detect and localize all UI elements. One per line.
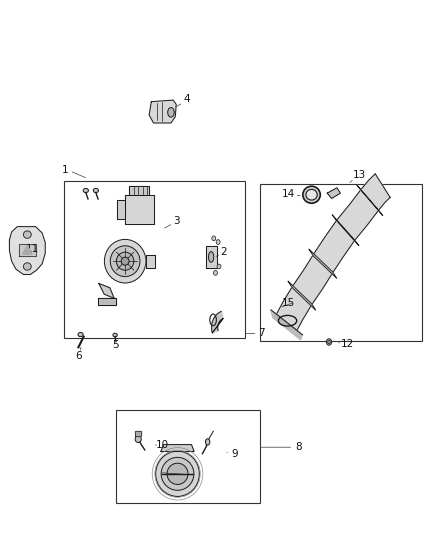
Text: 10: 10 <box>155 440 169 450</box>
Ellipse shape <box>23 231 31 238</box>
Ellipse shape <box>23 263 31 270</box>
Polygon shape <box>309 249 337 278</box>
Text: 2: 2 <box>220 247 227 256</box>
Polygon shape <box>357 184 383 216</box>
Polygon shape <box>10 227 45 274</box>
Text: 15: 15 <box>282 297 296 308</box>
Bar <box>261 184 422 341</box>
Polygon shape <box>276 174 390 330</box>
Ellipse shape <box>168 108 174 117</box>
Text: 6: 6 <box>75 351 82 361</box>
Bar <box>117 410 261 503</box>
Ellipse shape <box>216 240 220 245</box>
Text: 3: 3 <box>173 216 180 227</box>
Polygon shape <box>149 100 176 123</box>
Ellipse shape <box>104 239 146 283</box>
Ellipse shape <box>83 188 88 192</box>
Polygon shape <box>327 188 340 198</box>
Ellipse shape <box>303 186 320 203</box>
Text: 13: 13 <box>353 170 366 180</box>
Polygon shape <box>19 244 35 256</box>
Polygon shape <box>98 298 117 305</box>
Polygon shape <box>161 445 194 451</box>
Ellipse shape <box>326 339 332 345</box>
Text: 5: 5 <box>112 340 118 350</box>
Ellipse shape <box>78 333 83 337</box>
Ellipse shape <box>117 252 134 270</box>
Polygon shape <box>332 215 359 246</box>
Ellipse shape <box>205 439 210 445</box>
Text: 9: 9 <box>231 449 237 458</box>
Ellipse shape <box>306 189 317 200</box>
Polygon shape <box>135 431 141 436</box>
Text: 8: 8 <box>295 442 302 452</box>
Text: 14: 14 <box>282 189 296 199</box>
Text: 1: 1 <box>62 165 69 175</box>
Ellipse shape <box>121 257 129 265</box>
Polygon shape <box>146 255 155 268</box>
Text: 12: 12 <box>341 338 354 349</box>
Ellipse shape <box>155 451 199 496</box>
Polygon shape <box>271 310 302 340</box>
Ellipse shape <box>208 252 214 262</box>
Text: 7: 7 <box>258 328 265 338</box>
Bar <box>64 181 245 338</box>
Ellipse shape <box>328 341 330 344</box>
Polygon shape <box>99 284 114 298</box>
Polygon shape <box>212 311 223 333</box>
Polygon shape <box>130 185 149 195</box>
Ellipse shape <box>113 333 117 337</box>
Polygon shape <box>22 245 32 254</box>
Ellipse shape <box>135 436 141 442</box>
Ellipse shape <box>217 264 221 269</box>
Polygon shape <box>206 246 217 268</box>
Text: 4: 4 <box>183 94 190 104</box>
Ellipse shape <box>93 188 99 192</box>
Polygon shape <box>288 281 316 310</box>
Ellipse shape <box>167 463 188 484</box>
Polygon shape <box>125 195 153 224</box>
Ellipse shape <box>161 457 194 490</box>
Ellipse shape <box>212 236 216 241</box>
Text: 11: 11 <box>25 244 39 254</box>
Polygon shape <box>117 200 125 219</box>
Ellipse shape <box>110 246 140 277</box>
Ellipse shape <box>214 270 218 275</box>
